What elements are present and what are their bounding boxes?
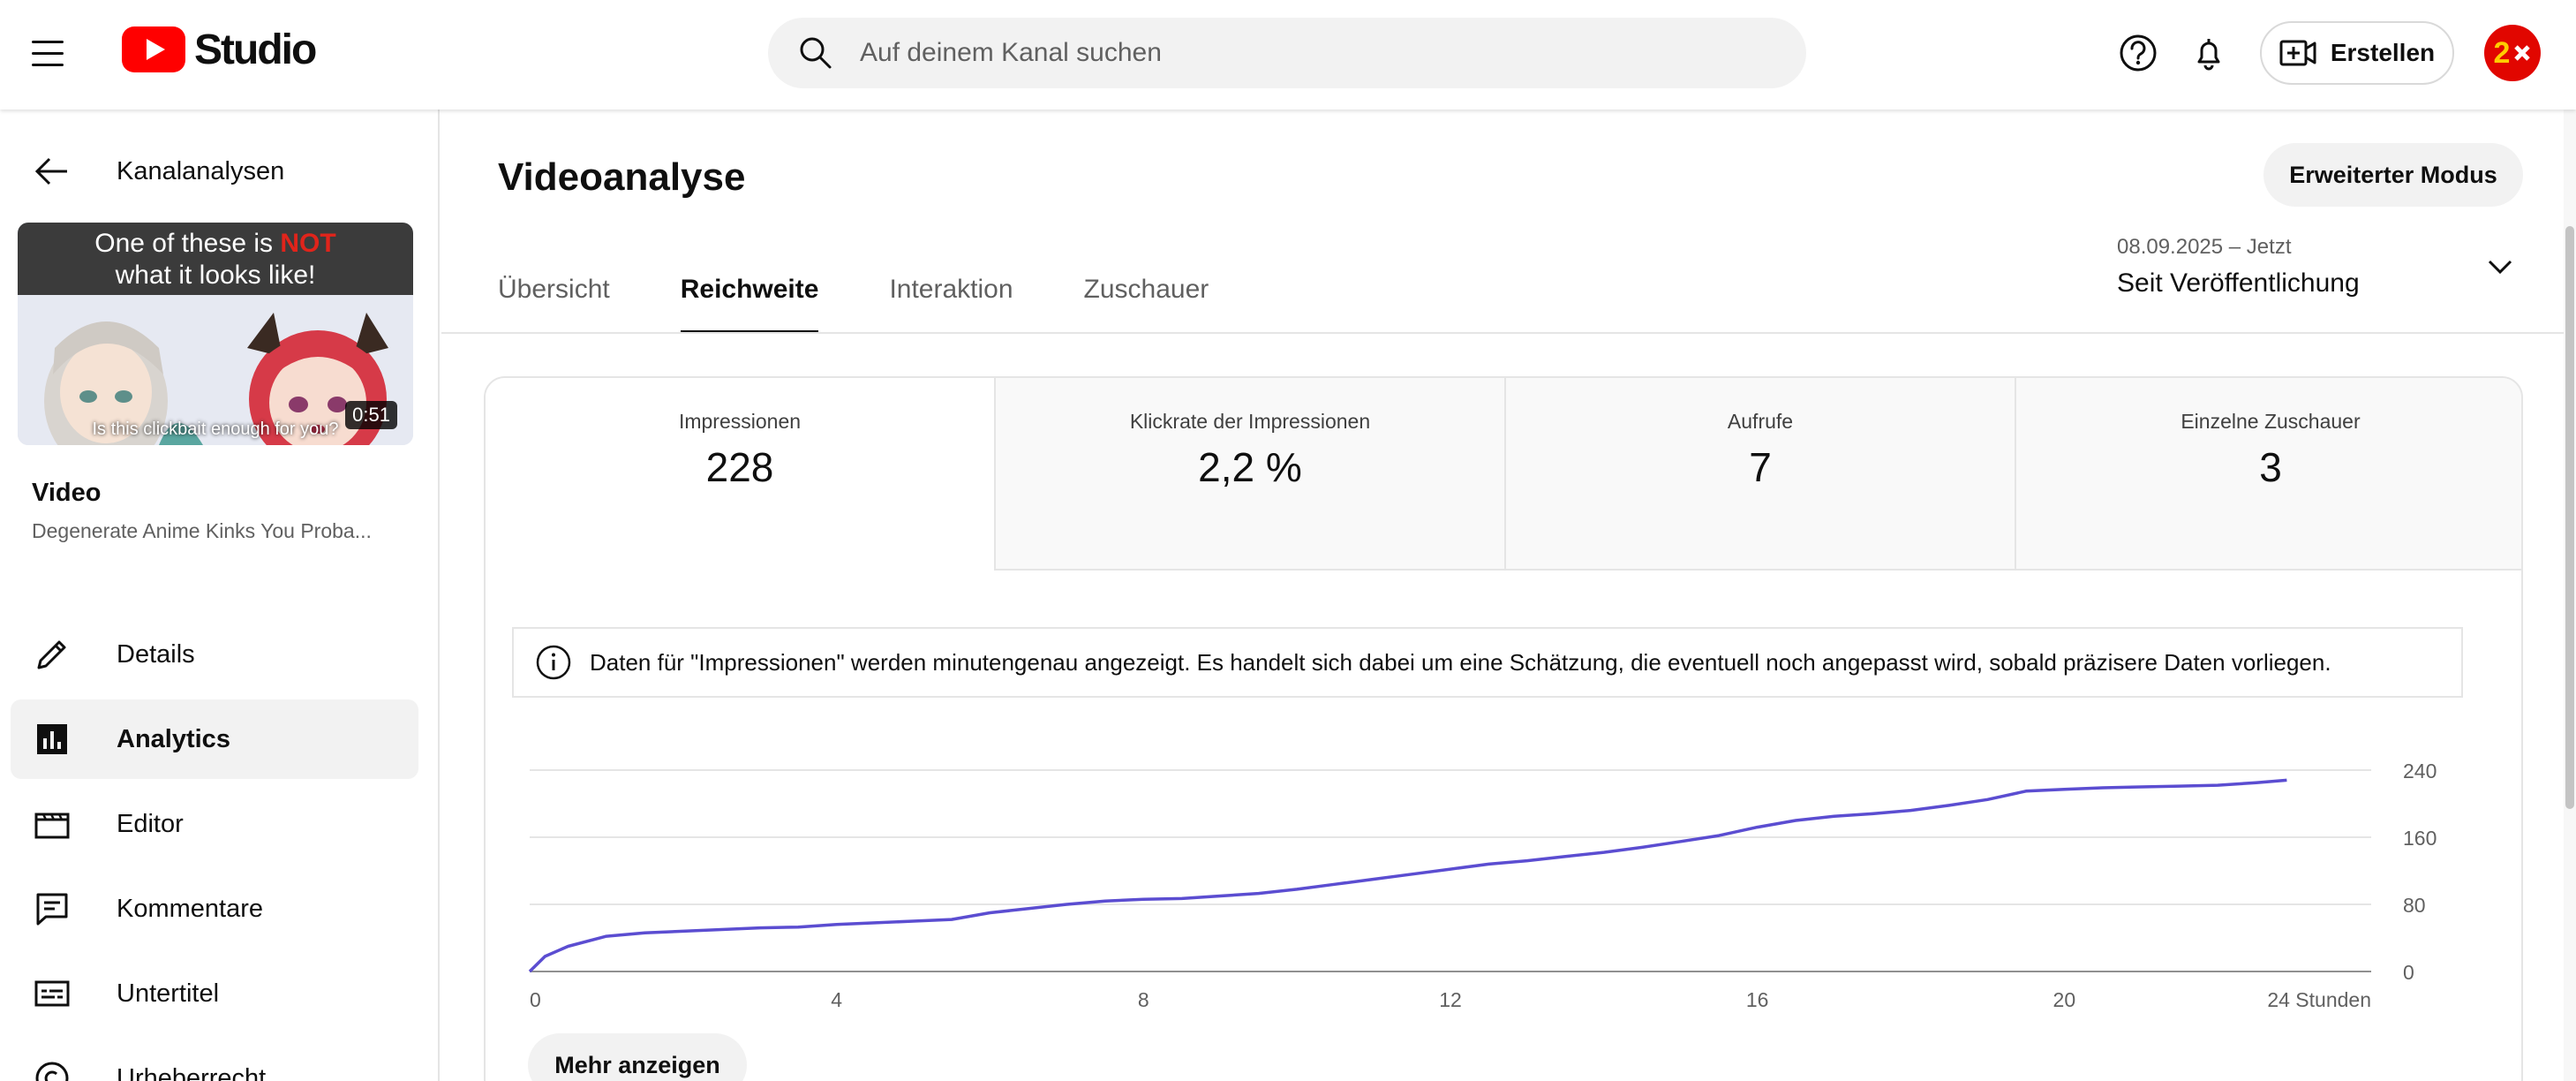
hamburger-menu-icon[interactable] [32, 32, 81, 74]
sidebar-item-copyright[interactable]: Urheberrecht [11, 1039, 418, 1081]
metric-label: Klickrate der Impressionen [1129, 410, 1371, 433]
x-tick-label: 16 [1746, 988, 1769, 1011]
sidebar-item-analytics[interactable]: Analytics [11, 699, 418, 779]
subtitles-icon [34, 975, 71, 1012]
youtube-studio-logo[interactable]: Studio [122, 25, 317, 74]
x-tick-label: 20 [2053, 988, 2076, 1011]
page-title: Videoanalyse [498, 155, 746, 199]
y-tick-label: 240 [2403, 760, 2437, 782]
impressions-chart[interactable]: 240 160 80 0 0 4 8 12 16 20 24 Stunden [486, 714, 2523, 1014]
info-text: Daten für "Impressionen" werden minuteng… [590, 648, 2331, 676]
sidebar-item-label: Untertitel [117, 979, 220, 1008]
x-tick-label: 24 Stunden [2267, 988, 2371, 1011]
notifications-bell-icon[interactable] [2188, 32, 2230, 74]
x-tick-label: 4 [831, 988, 842, 1011]
metric-unique-viewers[interactable]: Einzelne Zuschauer 3 [2015, 378, 2521, 571]
tab-reach[interactable]: Reichweite [680, 265, 818, 334]
avatar-text: 2 [2493, 35, 2511, 70]
video-heading: Video [32, 479, 102, 507]
date-range-selector[interactable]: 08.09.2025 – Jetzt Seit Veröffentlichung [2117, 231, 2523, 306]
sidebar-item-label: Analytics [117, 724, 230, 753]
sidebar-item-comments[interactable]: Kommentare [11, 869, 418, 949]
sidebar-item-editor[interactable]: Editor [11, 784, 418, 864]
tab-overview[interactable]: Übersicht [498, 275, 610, 304]
back-label: Kanalanalysen [117, 156, 285, 185]
thumbnail-banner-highlight: NOT [280, 229, 336, 258]
create-video-icon [2279, 40, 2316, 66]
back-to-channel-analytics[interactable]: Kanalanalysen [32, 145, 284, 198]
y-tick-label: 0 [2403, 961, 2414, 984]
show-more-button[interactable]: Mehr anzeigen [528, 1033, 747, 1081]
metric-value: 2,2 % [1198, 444, 1302, 490]
advanced-mode-button[interactable]: Erweiterter Modus [2263, 143, 2523, 207]
impressions-series-line [528, 778, 2287, 973]
analytics-icon [34, 721, 71, 758]
date-range-dates: 08.09.2025 – Jetzt [2117, 235, 2292, 259]
sidebar: Kanalanalysen One of these is NOT what i… [0, 110, 440, 1081]
page-scrollbar[interactable] [2564, 110, 2576, 1081]
tab-engagement[interactable]: Interaktion [889, 275, 1013, 304]
chevron-down-icon [2488, 260, 2512, 275]
metric-impressions[interactable]: Impressionen 228 [486, 378, 994, 571]
create-button[interactable]: Erstellen [2260, 21, 2454, 85]
video-thumbnail[interactable]: One of these is NOT what it looks like! … [18, 223, 413, 445]
create-button-label: Erstellen [2330, 39, 2436, 66]
thumbnail-banner-line2: what it looks like! [115, 261, 316, 290]
avatar[interactable]: 2 [2484, 25, 2541, 81]
metric-label: Aufrufe [1727, 410, 1794, 433]
thumbnail-caption: Is this clickbait enough for you? [92, 420, 339, 439]
scrollbar-thumb[interactable] [2565, 226, 2574, 809]
metric-views[interactable]: Aufrufe 7 [1504, 378, 2015, 571]
metric-impression-ctr[interactable]: Klickrate der Impressionen 2,2 % [994, 378, 1504, 571]
metric-value: 3 [2259, 444, 2282, 490]
top-bar: Studio Erstellen 2 [0, 0, 2576, 110]
help-icon[interactable] [2117, 32, 2159, 74]
y-tick-label: 160 [2403, 827, 2437, 850]
metric-value: 228 [705, 444, 774, 490]
x-tick-label: 8 [1138, 988, 1149, 1011]
y-tick-label: 80 [2403, 894, 2426, 917]
tab-audience[interactable]: Zuschauer [1083, 275, 1209, 304]
pencil-icon [34, 636, 71, 673]
info-icon [536, 645, 571, 680]
info-notice: Daten für "Impressionen" werden minuteng… [512, 627, 2463, 698]
reach-card: Impressionen 228 Klickrate der Impressio… [484, 376, 2523, 1081]
copyright-icon [34, 1060, 71, 1081]
search-icon[interactable] [798, 35, 833, 71]
thumbnail-banner-pre: One of these is [94, 229, 281, 258]
logo-text: Studio [194, 26, 317, 73]
video-title: Degenerate Anime Kinks You Proba... [32, 519, 372, 542]
video-duration: 0:51 [345, 401, 397, 429]
metrics-row: Impressionen 228 Klickrate der Impressio… [486, 378, 2521, 571]
clapperboard-icon [34, 805, 71, 843]
youtube-play-icon [122, 26, 185, 72]
search-bar[interactable] [768, 18, 1806, 88]
date-range-label: Seit Veröffentlichung [2117, 268, 2360, 298]
avatar-badge-icon [2514, 45, 2531, 61]
search-input[interactable] [860, 38, 1743, 68]
sidebar-item-label: Editor [117, 809, 184, 838]
comment-icon [34, 890, 71, 927]
metric-value: 7 [1749, 444, 1772, 490]
sidebar-item-label: Details [117, 639, 195, 669]
metric-label: Impressionen [678, 410, 802, 433]
sidebar-item-subtitles[interactable]: Untertitel [11, 954, 418, 1033]
tabs-divider [441, 332, 2576, 334]
analytics-tabs: Übersicht Reichweite Interaktion Zuschau… [498, 265, 1279, 334]
sidebar-item-label: Urheberrecht [117, 1063, 267, 1081]
metric-label: Einzelne Zuschauer [2181, 410, 2361, 433]
sidebar-item-details[interactable]: Details [11, 615, 418, 694]
x-tick-label: 0 [530, 988, 541, 1011]
x-tick-label: 12 [1439, 988, 1462, 1011]
thumbnail-banner: One of these is NOT what it looks like! [18, 223, 413, 295]
back-arrow-icon[interactable] [32, 152, 71, 191]
sidebar-item-label: Kommentare [117, 894, 264, 923]
